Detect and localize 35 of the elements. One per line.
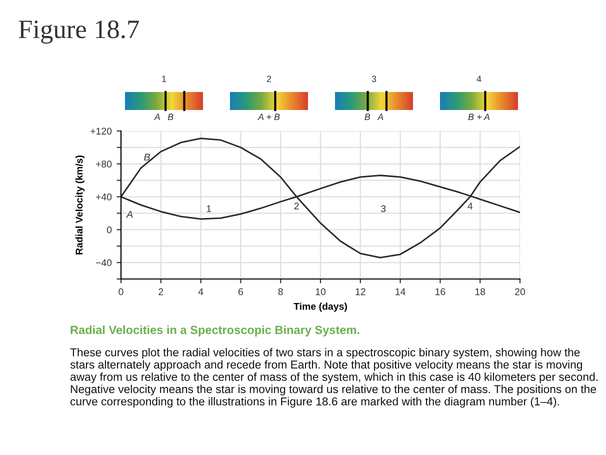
- annotation: 1: [206, 205, 212, 212]
- x-tick-label: 6: [238, 288, 243, 296]
- series-label: B: [144, 154, 150, 160]
- text: These curves plot the radial velocities of two stars in a spectroscopic binary system, showing how the stars alternately approach and recede from Earth. Note that positive velocity means the star is moving away from us relative to the center of mass of the system, which in this case is 40 kilometers per second. Negative velocity means the star is moving toward us relative to the center of mass. The positions on the curve corresponding to the illustrations in Figure 18.6 are marked with the diagram number (1–4).: [70, 348, 598, 408]
- x-axis-title: Time (days): [294, 302, 347, 312]
- annotation: 3: [381, 205, 386, 212]
- x-tick-label: 0: [118, 288, 124, 296]
- x-tick-label: 18: [475, 288, 486, 296]
- text: 4: [476, 76, 482, 82]
- x-tick-label: 20: [515, 288, 526, 296]
- y-tick-label: 0: [106, 226, 112, 234]
- x-tick-label: 10: [316, 288, 326, 296]
- x-tick-label: 12: [356, 288, 366, 296]
- text: 3: [372, 76, 376, 82]
- y-tick-label: −40: [96, 259, 112, 266]
- text: 1: [162, 76, 166, 82]
- x-tick-label: 2: [158, 288, 164, 296]
- y-tick-label: +40: [96, 194, 112, 200]
- text: A + B: [258, 114, 280, 120]
- text: A B: [154, 114, 174, 120]
- y-tick-label: +120: [90, 128, 112, 135]
- text: B + A: [468, 114, 490, 120]
- text: Radial Velocities in a Spectroscopic Binary System.: [70, 325, 360, 336]
- y-axis-title: Radial Velocity (km/s): [75, 156, 85, 254]
- x-tick-label: 8: [278, 288, 283, 296]
- series-label: A: [126, 211, 133, 218]
- y-tick-label: +80: [96, 160, 112, 168]
- x-tick-label: 14: [396, 288, 406, 296]
- x-tick-label: 16: [436, 288, 446, 296]
- annotation: 2: [294, 202, 299, 210]
- annotation: 4: [468, 202, 473, 210]
- text: B A: [364, 114, 384, 120]
- x-tick-label: 4: [198, 288, 204, 296]
- chart-title: Figure 18.7: [18, 20, 139, 44]
- text: 2: [266, 76, 272, 82]
